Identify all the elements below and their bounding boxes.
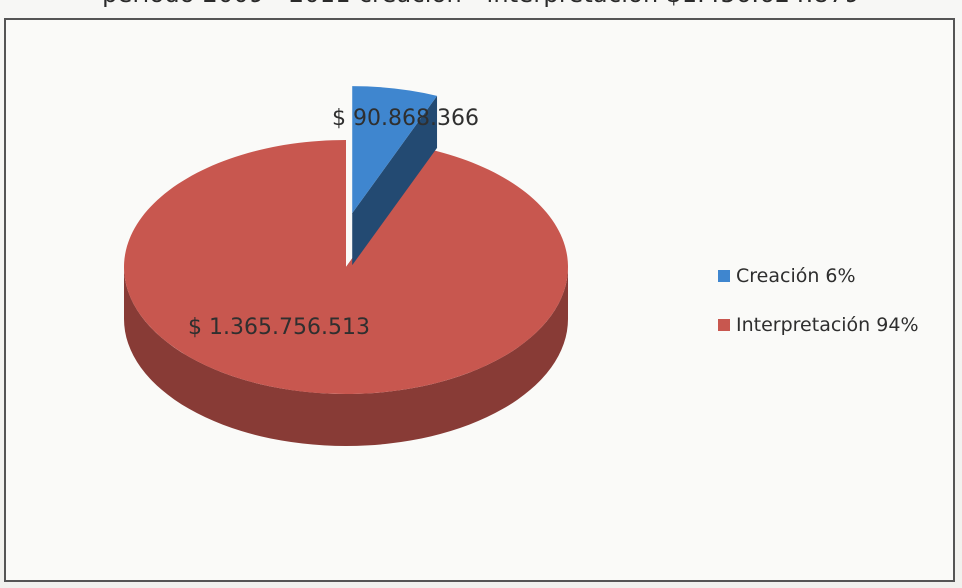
pie-slice-0 bbox=[352, 86, 438, 266]
pie-slice-cut-0-1 bbox=[352, 95, 438, 266]
chart-title: período 2009 - 2011 creación - interpret… bbox=[0, 0, 962, 10]
legend-item-interpretacion: Interpretación 94% bbox=[718, 309, 958, 341]
legend: Creación 6% Interpretación 94% bbox=[718, 260, 958, 358]
pie-slice-wall-1 bbox=[124, 267, 568, 446]
pie-slice-top-0 bbox=[352, 86, 438, 214]
legend-swatch-interpretacion bbox=[718, 319, 730, 331]
legend-label-interpretacion: Interpretación 94% bbox=[736, 314, 919, 336]
legend-swatch-creacion bbox=[718, 270, 730, 282]
pie-slice-1 bbox=[123, 140, 568, 446]
legend-item-creacion: Creación 6% bbox=[718, 260, 958, 292]
pie-slice-top-1 bbox=[123, 140, 568, 394]
data-label-creacion: $ 90.868.366 bbox=[332, 106, 479, 131]
legend-label-creacion: Creación 6% bbox=[736, 265, 856, 287]
data-label-interpretacion: $ 1.365.756.513 bbox=[188, 315, 370, 340]
